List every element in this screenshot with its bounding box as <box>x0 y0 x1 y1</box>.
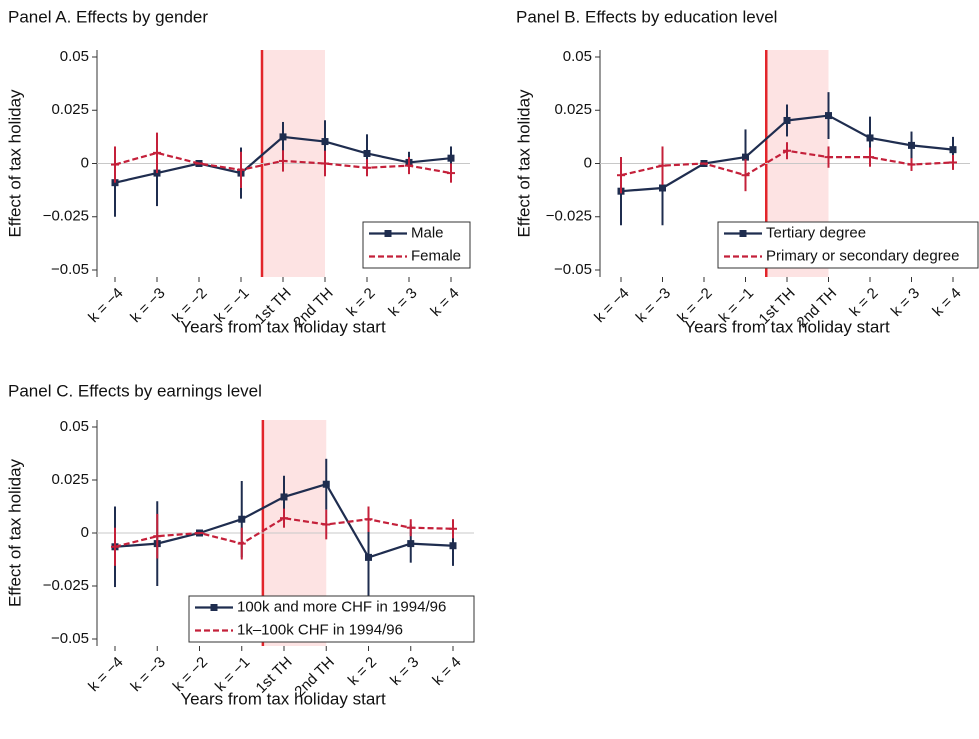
y-axis-label: Effect of tax holiday <box>514 89 533 238</box>
point-marker <box>365 553 372 561</box>
series-line <box>114 517 454 548</box>
point-marker <box>449 542 457 550</box>
y-tick-label: −0.05 <box>51 261 89 278</box>
legend-box <box>188 595 475 643</box>
x-tick-label: k = −3 <box>127 654 169 696</box>
x-tick-label: k = −4 <box>591 285 633 327</box>
y-tick-label: 0 <box>81 154 89 171</box>
legend-label: 1k–100k CHF in 1994/96 <box>237 621 403 638</box>
x-tick-label: k = 2 <box>846 285 881 320</box>
point-marker <box>407 540 415 548</box>
y-tick-label: −0.05 <box>554 261 592 278</box>
x-tick-label: k = −4 <box>85 285 127 327</box>
point-marker <box>279 133 287 141</box>
y-tick-label: 0.025 <box>554 101 592 118</box>
legend-marker <box>739 230 747 237</box>
x-tick-label: k = 2 <box>345 654 380 689</box>
x-tick-label: k = 2 <box>343 285 378 320</box>
legend-box <box>717 221 979 269</box>
y-tick-label: −0.05 <box>51 630 89 647</box>
y-tick-label: −0.025 <box>546 208 592 225</box>
point-marker <box>322 480 330 488</box>
point-marker <box>908 141 915 149</box>
x-tick-label: k = −3 <box>127 285 169 327</box>
x-tick-label: k = 3 <box>888 285 923 320</box>
legend-box <box>362 221 471 269</box>
point-marker <box>659 184 666 192</box>
x-tick-label: k = 3 <box>387 654 422 689</box>
point-marker <box>949 146 957 154</box>
y-tick-label: 0.025 <box>51 471 89 488</box>
x-tick-label: k = −3 <box>633 285 675 327</box>
legend-marker <box>384 230 392 237</box>
legend-label: Female <box>411 247 461 264</box>
point-marker <box>742 153 749 161</box>
x-tick-label: k = 4 <box>429 654 464 689</box>
x-axis-label: Years from tax holiday start <box>180 317 386 336</box>
y-tick-label: 0 <box>584 154 592 171</box>
point-marker <box>363 149 371 157</box>
x-axis-label: Years from tax holiday start <box>180 689 386 708</box>
x-tick-label: k = −4 <box>85 654 127 696</box>
legend-label: 100k and more CHF in 1994/96 <box>237 598 446 615</box>
legend-label: Male <box>411 224 444 241</box>
y-tick-label: −0.025 <box>43 208 89 225</box>
x-tick-label: k = 4 <box>427 285 462 320</box>
point-marker <box>280 493 288 501</box>
x-tick-label: k = 4 <box>929 285 964 320</box>
y-axis-label: Effect of tax holiday <box>5 458 24 607</box>
y-tick-label: 0 <box>81 524 89 541</box>
point-marker <box>783 116 791 124</box>
y-tick-label: 0.025 <box>51 101 89 118</box>
legend-label: Tertiary degree <box>766 224 866 241</box>
x-axis-label: Years from tax holiday start <box>684 317 890 336</box>
legend-marker <box>210 604 218 611</box>
y-tick-label: 0.05 <box>563 48 592 65</box>
y-tick-label: 0.05 <box>60 418 89 435</box>
y-axis-label: Effect of tax holiday <box>5 89 24 238</box>
legend-label: Primary or secondary degree <box>766 247 959 264</box>
point-marker <box>866 134 874 142</box>
y-tick-label: 0.05 <box>60 48 89 65</box>
panel-title: Panel B. Effects by education level <box>516 7 777 26</box>
point-marker <box>321 138 329 146</box>
point-marker <box>447 154 455 162</box>
point-marker <box>238 515 246 523</box>
x-tick-label: k = 3 <box>385 285 420 320</box>
panel-title: Panel A. Effects by gender <box>8 7 208 26</box>
y-tick-label: −0.025 <box>43 577 89 594</box>
point-marker <box>825 112 832 120</box>
panel-title: Panel C. Effects by earnings level <box>8 381 262 400</box>
